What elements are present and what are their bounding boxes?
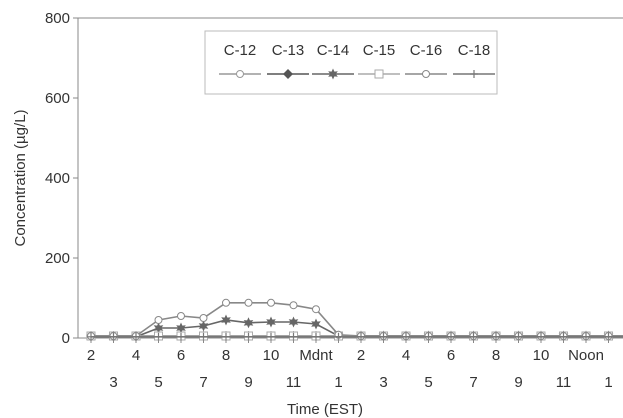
legend-item: C-14 <box>312 42 354 80</box>
x-tick-label: 4 <box>402 347 410 364</box>
y-tick-label: 800 <box>45 10 70 27</box>
legend-swatch-marker <box>470 70 478 78</box>
data-point <box>221 314 231 326</box>
x-tick-label: 3 <box>109 374 117 391</box>
x-tick-label: 6 <box>447 347 455 364</box>
data-point <box>153 322 164 334</box>
legend-label: C-13 <box>272 42 305 59</box>
x-tick-label: 10 <box>263 347 280 364</box>
data-point <box>288 316 299 328</box>
legend: C-12 C-13 C-14 C-15 C-16 C-18 <box>204 30 498 95</box>
x-tick-label: Noon <box>568 347 604 364</box>
y-tick-label: 0 <box>62 330 70 347</box>
x-tick-label: 11 <box>556 374 572 391</box>
legend-item: C-15 <box>358 42 400 79</box>
x-tick-label: 4 <box>132 347 140 364</box>
data-point <box>177 312 185 320</box>
data-point <box>311 318 321 330</box>
x-tick-label: 6 <box>177 347 185 364</box>
x-axis-title: Time (EST) <box>287 401 363 418</box>
legend-swatch-marker <box>422 70 430 78</box>
data-point <box>267 298 275 307</box>
legend-label: C-14 <box>317 42 350 59</box>
x-tick-label: 7 <box>469 374 477 391</box>
x-tick-label: 5 <box>424 374 432 391</box>
data-point <box>266 316 276 328</box>
x-tick-label: 11 <box>286 374 302 391</box>
legend-item: C-16 <box>405 42 447 78</box>
legend-swatch-marker <box>283 69 293 79</box>
legend-label: C-15 <box>363 42 396 59</box>
data-point <box>312 305 320 314</box>
data-point <box>243 317 254 329</box>
plot-area <box>77 17 623 339</box>
x-tick-label: 2 <box>87 347 95 364</box>
series-layer <box>86 298 623 343</box>
y-tick-label: 600 <box>45 90 70 107</box>
x-tick-label: 8 <box>222 347 230 364</box>
data-point <box>289 301 298 310</box>
x-tick-label: 10 <box>533 347 550 364</box>
x-tick-label: 5 <box>154 374 162 391</box>
data-point <box>198 320 209 332</box>
legend-item: C-18 <box>453 42 495 78</box>
legend-swatch-marker <box>374 69 384 79</box>
legend-swatch-marker <box>328 68 338 80</box>
legend-box <box>204 30 498 95</box>
x-tick-label: 2 <box>357 347 365 364</box>
x-axis-ticks: 234567891011Mdnt1234567891011Noon12 <box>87 338 613 391</box>
data-point <box>199 314 208 322</box>
x-tick-label: 9 <box>244 374 252 391</box>
data-point <box>176 322 186 334</box>
y-axis-title: Concentration (µg/L) <box>12 109 29 246</box>
x-tick-label: 1 <box>334 374 342 391</box>
series-line <box>91 302 623 337</box>
x-tick-label: 8 <box>492 347 500 364</box>
series-c-18 <box>87 332 623 341</box>
legend-label: C-16 <box>410 42 443 59</box>
data-point <box>154 316 163 324</box>
legend-label: C-18 <box>458 42 491 59</box>
legend-swatch-marker <box>236 70 244 78</box>
x-tick-label: 7 <box>199 374 207 391</box>
legend-item: C-12 <box>219 42 261 78</box>
series-c-16 <box>87 298 623 340</box>
legend-label: C-12 <box>224 42 257 59</box>
y-axis-ticks: 0 200 400 600 800 <box>45 10 78 347</box>
data-point <box>244 298 253 307</box>
x-tick-label: 1 <box>604 374 612 391</box>
x-tick-label: 3 <box>379 374 387 391</box>
y-tick-label: 200 <box>45 250 70 267</box>
x-tick-label: Mdnt <box>299 347 333 364</box>
y-tick-label: 400 <box>45 170 70 187</box>
legend-item: C-13 <box>267 42 309 79</box>
x-tick-label: 9 <box>514 374 522 391</box>
data-point <box>222 298 230 307</box>
